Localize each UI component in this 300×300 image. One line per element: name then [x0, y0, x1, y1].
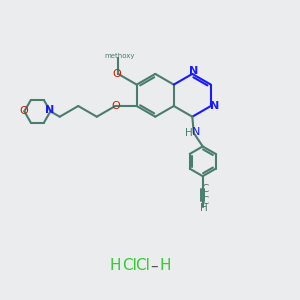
Text: C: C [201, 196, 209, 206]
Text: N: N [45, 105, 55, 115]
Text: H: H [200, 203, 208, 213]
Text: O: O [19, 106, 28, 116]
Text: N: N [210, 101, 219, 111]
Text: H: H [159, 258, 171, 273]
Text: C: C [201, 184, 209, 194]
Text: –: – [151, 258, 158, 273]
Text: Cl: Cl [122, 258, 136, 273]
Text: N: N [189, 66, 198, 76]
Text: H: H [109, 258, 121, 273]
Text: methoxy: methoxy [104, 53, 135, 59]
Text: O: O [111, 101, 120, 111]
Text: Cl: Cl [135, 258, 150, 273]
Text: N: N [192, 128, 200, 137]
Text: H: H [185, 128, 193, 138]
Text: O: O [112, 69, 121, 79]
